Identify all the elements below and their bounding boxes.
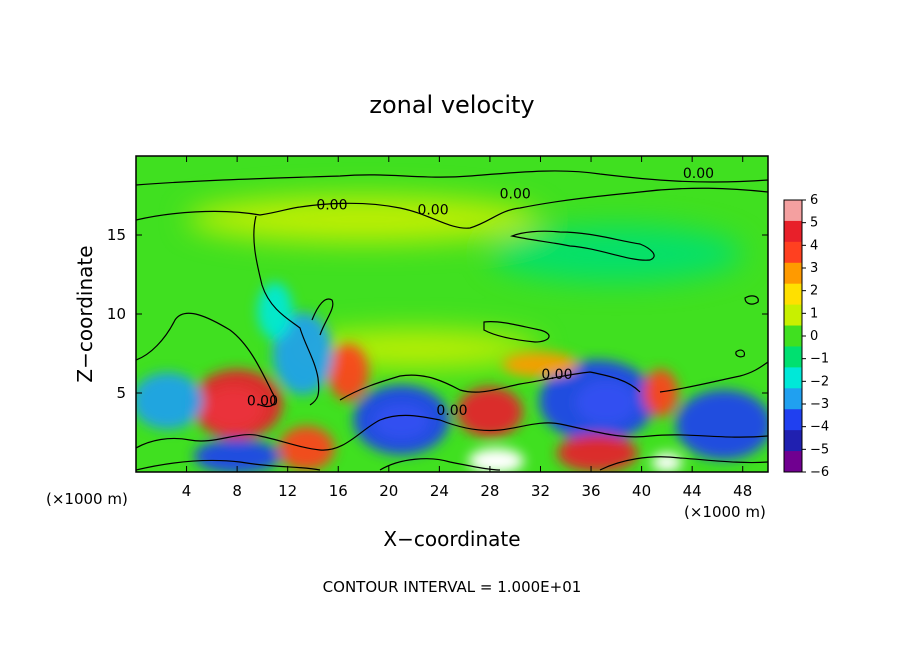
contour-line [599,456,768,471]
x-tick-label: 4 [182,482,192,500]
contour-interval-footer: CONTOUR INTERVAL = 1.000E+01 [323,578,582,596]
colorbar-swatch [784,388,802,410]
field-feature-3 [353,385,450,455]
contour-label: 0.00 [316,198,347,214]
colorbar-label: −2 [810,374,829,389]
field-feature-18 [502,351,579,378]
field-feature-17 [651,453,683,472]
field-feature-13 [556,434,638,472]
y-tick-label: 10 [107,305,126,323]
contour-line [659,361,768,393]
colorbar-label: 0 [810,329,818,344]
field-feature-4 [457,386,523,438]
field-feature-21 [186,195,541,243]
x-tick-label: 44 [683,482,702,500]
field-feature-15 [194,438,281,472]
contour-label: 0.00 [541,367,572,383]
colorbar-swatch [784,200,802,222]
field-feature-11 [136,372,203,430]
colorbar-label: −1 [810,352,829,367]
colorbar-label: 1 [810,306,818,321]
y-tick-label: 5 [116,384,126,402]
contour-line [136,312,276,408]
contour-line [311,298,334,336]
x-tick-label: 24 [430,482,449,500]
contour-line [744,295,759,305]
x-tick-label: 32 [531,482,550,500]
colorbar-label: 4 [810,238,818,253]
x-tick-label: 16 [329,482,348,500]
colorbar-label: −6 [810,465,829,480]
x-unit-right: (×1000 m) [684,503,766,521]
contour-label: 0.00 [436,403,467,419]
contour-line [136,170,768,186]
contour-line [379,458,501,471]
colorbar-swatch [784,430,802,452]
colorbar-swatch [784,451,802,473]
colorbar-swatch [784,220,802,243]
colorbar-label: 3 [810,261,818,276]
x-tick-label: 12 [278,482,297,500]
colorbar-swatch [784,304,802,327]
field-feature-6 [539,359,656,442]
x-tick-label: 40 [632,482,651,500]
colorbar-swatch [784,367,802,389]
contour-label: 0.00 [417,202,448,218]
contour-line [136,187,768,229]
x-tick-label: 36 [581,482,600,500]
contour-labels: 0.00 0.00 0.00 0.00 0.00 0.00 0.00 [247,166,714,419]
y-axis-label: Z−coordinate [73,245,97,382]
colorbar: 6 5 4 3 2 1 0 −1 −2 −3 −4 −5 −6 [783,193,829,480]
field-feature-12 [675,389,768,460]
colorbar-swatch [784,346,802,368]
y-tick-label: 15 [107,226,126,244]
contour-line [483,321,550,343]
x-unit-left: (×1000 m) [46,490,128,508]
contour-line [136,459,321,471]
x-tick-label: 48 [733,482,752,500]
field-feature-7 [328,344,369,401]
field-features [136,282,768,472]
zero-contour-lines [136,170,768,471]
plot-area: 0.00 0.00 0.00 0.00 0.00 0.00 0.00 [136,156,768,472]
field-feature-9 [272,312,334,395]
contour-line [253,215,320,406]
colorbar-swatch [784,241,802,264]
colorbar-swatch [784,325,802,347]
x-tick-label: 28 [480,482,499,500]
contour-line [509,230,655,261]
colorbar-swatch [784,409,802,431]
colorbar-label: −4 [810,420,829,435]
field-feature-20 [489,225,743,283]
field-feature-8 [642,369,679,417]
chart-title: zonal velocity [369,91,534,119]
field-feature-14 [468,448,525,472]
x-tick-label: 20 [379,482,398,500]
contour-line [339,371,641,401]
colorbar-label: −3 [810,397,829,412]
contour-label: 0.00 [500,187,531,203]
x-tick-label: 8 [232,482,242,500]
contour-line [136,414,768,451]
contour-line [735,349,746,358]
colorbar-swatch [784,262,802,285]
colorbar-label: 2 [810,284,818,299]
colorbar-label: 6 [810,193,818,208]
y-axis-ticks: 5 10 15 [107,226,768,402]
contour-label: 0.00 [683,166,714,182]
colorbar-label: −5 [810,442,829,457]
x-axis-ticks: 4 8 12 16 20 24 28 32 36 40 44 48 [182,156,752,500]
colorbar-label: 5 [810,216,818,231]
field-feature-1 [191,369,283,439]
field-feature-10 [257,282,293,340]
colorbar-swatch [784,283,802,306]
contour-label: 0.00 [247,394,278,410]
x-axis-label: X−coordinate [383,527,520,551]
